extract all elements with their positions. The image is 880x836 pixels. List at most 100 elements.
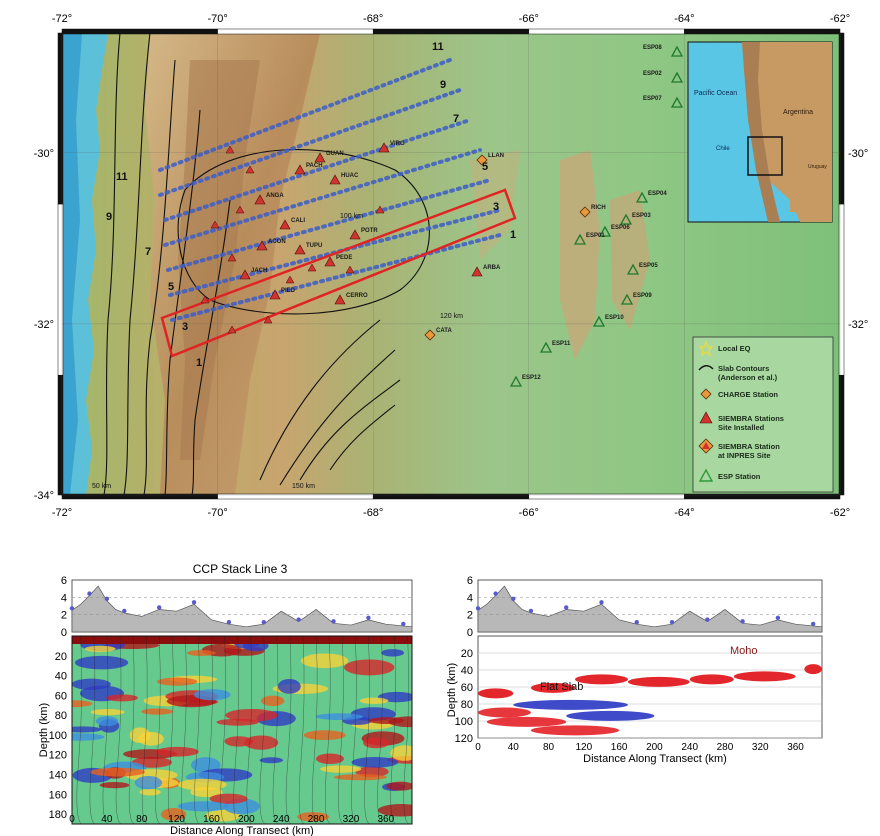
ccp-x-tick-label: 280 [308, 814, 325, 825]
ccp-trace [89, 636, 96, 824]
inset-focus-box [747, 136, 783, 176]
topo-tick-label: 6 [61, 575, 67, 587]
siembra-station-marker [345, 265, 355, 274]
esp-station-marker [592, 315, 606, 327]
lon-label-bottom: -70° [207, 507, 227, 519]
ccp-x-tick-label: 80 [136, 814, 148, 825]
moho-segment [478, 688, 514, 699]
ccp-amplitude-blob [139, 788, 161, 796]
esp-station-marker [670, 71, 684, 83]
ccp-trace [338, 636, 344, 824]
ccp-x-tick-label: 40 [101, 814, 113, 825]
slab-number: 9 [440, 79, 446, 91]
legend-triangle-icon [699, 411, 713, 424]
lon-label-top: -64° [674, 13, 694, 25]
lat-label-left: -34° [34, 490, 54, 502]
interp-y-tick-label: 40 [461, 665, 473, 677]
lat-label-right: -32° [848, 319, 868, 331]
ccp-amplitude-blob [84, 645, 116, 653]
ccp-amplitude-blob [315, 753, 345, 764]
ccp-amplitude-blob [72, 726, 102, 733]
ccp-trace [128, 636, 135, 824]
station-label: CERRO [346, 293, 368, 299]
charge-station-marker [579, 206, 591, 218]
ccp-y-label: Depth (km) [38, 703, 50, 757]
ccp-trace [298, 636, 305, 824]
siembra-station-marker [225, 145, 235, 154]
moho-segment [689, 674, 734, 685]
frame-bar-bottom [217, 493, 374, 500]
station-dot [564, 605, 569, 610]
ccp-x-tick-label: 0 [69, 814, 75, 825]
ccp-amplitude-blob [377, 804, 412, 817]
siembra-station-marker [285, 275, 295, 284]
slab-number: 11 [116, 171, 128, 183]
charge-station-marker [424, 329, 436, 341]
ccp-amplitude-blob [261, 695, 285, 707]
flat-slab-segment [530, 725, 620, 736]
ccp-heatmap [72, 636, 412, 824]
transect-box [160, 188, 517, 358]
lat-label-left: -32° [34, 319, 54, 331]
legend-triangle-icon [702, 442, 710, 449]
ccp-trace [351, 636, 357, 824]
lon-label-bottom: -66° [519, 507, 539, 519]
station-label: PACH [306, 163, 323, 169]
transect-lines [158, 58, 502, 322]
station-label: CALI [291, 218, 305, 224]
ccp-y-tick-label: 140 [49, 770, 67, 782]
station-dot [705, 617, 710, 622]
interp-y-tick-label: 60 [461, 682, 473, 694]
station-dot [511, 596, 516, 601]
siembra-station-marker [210, 220, 220, 229]
station-label: ACON [268, 239, 286, 245]
station-label: ESP07 [643, 96, 662, 102]
esp-station-marker [573, 233, 587, 245]
ccp-trace [207, 636, 213, 824]
ccp-amplitude-blob [303, 730, 346, 741]
flat-slab-segment [486, 716, 567, 727]
ccp-amplitude-blob [315, 713, 364, 721]
latitude-labels: -30° -30° -32° -32° -34° [34, 148, 869, 502]
station-dot [366, 615, 371, 621]
topo-tick-label: 2 [61, 610, 67, 622]
ccp-trace [377, 636, 383, 824]
longitude-labels: -72° -72° -70° -70° -68° -68° -66° -66° -64° -64°… [52, 13, 850, 519]
topo-tick-label: 4 [467, 592, 473, 604]
ccp-amplitude-blob [390, 745, 412, 761]
station-dot [331, 619, 336, 624]
interp-x-tick-label: 320 [752, 742, 769, 753]
station-dot [261, 620, 266, 625]
ccp-trace [272, 636, 279, 824]
siembra-station-marker [329, 174, 341, 185]
legend-label: SIEMBRA Stations Site Installed [718, 414, 784, 432]
legend-open-triangle-icon [698, 468, 714, 482]
contour-label: 150 km [292, 483, 315, 490]
station-label: LLAN [488, 153, 504, 159]
ccp-topography: 6 4 2 0 [61, 575, 413, 639]
station-dot [493, 591, 498, 596]
station-label: TUPU [306, 243, 322, 249]
station-label: JACH [251, 268, 267, 274]
interp-y-tick-label: 80 [461, 699, 473, 711]
frame-bar-right [838, 374, 845, 496]
ccp-x-tick-label: 200 [238, 814, 255, 825]
ccp-amplitude-blob [277, 678, 301, 694]
siembra-station-marker [245, 165, 255, 174]
interp-x-tick-label: 160 [611, 742, 628, 753]
lat-label-left: -30° [34, 148, 54, 160]
ccp-y-tick-label: 100 [49, 730, 67, 742]
lon-label-bottom: -64° [674, 507, 694, 519]
frame-bar-bottom [372, 493, 530, 500]
siembra-station-marker [471, 266, 483, 277]
topo-tick-label: 6 [467, 575, 473, 587]
inset-label-argentina: Argentina [783, 109, 813, 116]
station-dot [156, 605, 162, 610]
frame-bar-left [57, 32, 64, 205]
ccp-amplitude-blob [386, 781, 412, 791]
esp-station-marker [619, 213, 633, 225]
siembra-station-marker [314, 152, 326, 163]
topo-tick-label: 0 [467, 627, 473, 639]
